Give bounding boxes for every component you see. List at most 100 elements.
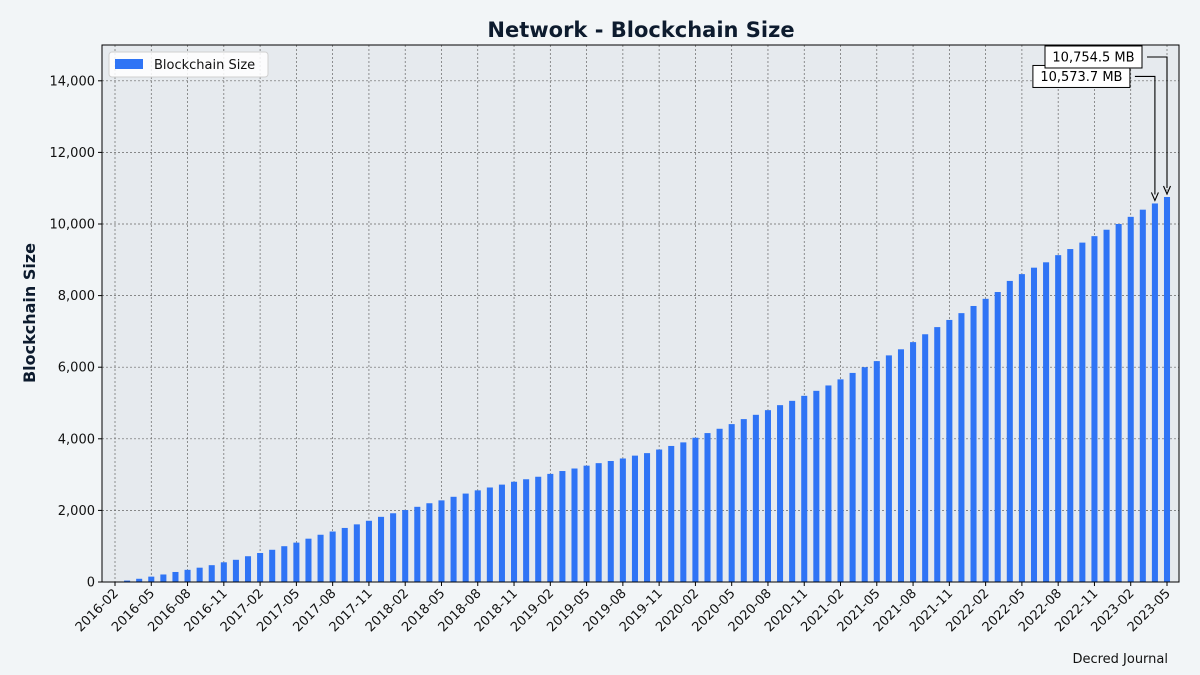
bar bbox=[511, 481, 518, 582]
bar bbox=[789, 400, 796, 582]
bar bbox=[281, 546, 288, 582]
bar bbox=[946, 319, 953, 582]
bar bbox=[897, 349, 904, 582]
bar bbox=[668, 445, 675, 582]
bar bbox=[885, 355, 892, 582]
bar bbox=[571, 468, 578, 582]
bar bbox=[849, 372, 856, 582]
bar bbox=[353, 524, 360, 582]
plot-frame bbox=[101, 44, 1180, 583]
bar bbox=[450, 496, 457, 582]
annotation-arrowhead bbox=[1162, 185, 1172, 196]
bar bbox=[752, 414, 759, 582]
bar bbox=[813, 390, 820, 582]
bar bbox=[982, 298, 989, 582]
y-tick-label: 4,000 bbox=[58, 432, 95, 447]
y-tick-label: 12,000 bbox=[50, 146, 96, 161]
bar bbox=[148, 576, 155, 582]
bar bbox=[1079, 242, 1086, 582]
bar bbox=[184, 569, 191, 582]
bar bbox=[801, 395, 808, 582]
y-tick-label: 14,000 bbox=[50, 74, 96, 89]
bar bbox=[692, 437, 699, 582]
bar bbox=[438, 500, 445, 582]
bar bbox=[619, 458, 626, 582]
bar bbox=[1151, 203, 1158, 582]
bar bbox=[329, 531, 336, 582]
bar bbox=[196, 567, 203, 582]
y-tick-label: 10,000 bbox=[50, 218, 96, 233]
bar bbox=[365, 520, 372, 582]
bar bbox=[631, 455, 638, 582]
bar bbox=[257, 553, 264, 582]
bar bbox=[390, 513, 397, 582]
annotation-arrow bbox=[1147, 56, 1168, 188]
bar bbox=[172, 571, 179, 582]
bar bbox=[414, 506, 421, 582]
bar bbox=[1115, 224, 1122, 582]
bar bbox=[1055, 255, 1062, 582]
bar bbox=[740, 419, 747, 582]
bar bbox=[269, 549, 276, 582]
bar bbox=[293, 542, 300, 582]
annotation-label: 10,754.5 MB bbox=[1052, 50, 1134, 65]
bar bbox=[1091, 236, 1098, 582]
bar bbox=[1006, 280, 1013, 582]
bar bbox=[922, 334, 929, 582]
bar bbox=[305, 538, 312, 582]
bar bbox=[934, 327, 941, 582]
bar bbox=[595, 463, 602, 582]
bar bbox=[861, 367, 868, 582]
bar bbox=[994, 292, 1001, 582]
bar bbox=[1043, 262, 1050, 582]
bar bbox=[777, 405, 784, 582]
annotation-label: 10,573.7 MB bbox=[1040, 70, 1122, 85]
annotation-arrow bbox=[1134, 75, 1156, 195]
bar bbox=[1127, 216, 1134, 582]
legend-label: Blockchain Size bbox=[154, 58, 255, 73]
bar bbox=[764, 410, 771, 582]
bar bbox=[1030, 267, 1038, 582]
bar bbox=[232, 559, 239, 582]
bar bbox=[1018, 274, 1025, 582]
bar bbox=[1103, 229, 1110, 582]
y-tick-label: 6,000 bbox=[58, 361, 95, 376]
bar bbox=[486, 487, 493, 582]
bar bbox=[704, 433, 711, 582]
y-axis-label: Blockchain Size bbox=[20, 243, 39, 383]
bar bbox=[498, 484, 505, 582]
bar bbox=[656, 449, 663, 582]
bar bbox=[559, 471, 566, 582]
bar bbox=[220, 562, 227, 582]
bar bbox=[341, 527, 348, 582]
source-label: Decred Journal bbox=[1072, 652, 1168, 667]
bar bbox=[462, 493, 469, 582]
bar bbox=[644, 453, 651, 582]
legend-box bbox=[108, 51, 269, 78]
legend-swatch bbox=[115, 59, 143, 69]
bar bbox=[535, 476, 542, 582]
bar bbox=[607, 460, 614, 582]
bar bbox=[317, 534, 324, 582]
annotation-box bbox=[1044, 45, 1143, 69]
bar bbox=[958, 313, 965, 582]
y-tick-label: 2,000 bbox=[58, 504, 95, 519]
bar bbox=[1163, 196, 1171, 583]
bar bbox=[910, 342, 917, 582]
bar bbox=[426, 503, 433, 582]
bar bbox=[583, 465, 590, 582]
bar bbox=[136, 578, 143, 582]
bar bbox=[716, 428, 723, 582]
bar bbox=[244, 556, 252, 582]
bar bbox=[825, 385, 832, 582]
bar bbox=[547, 473, 554, 582]
chart-title: Network - Blockchain Size bbox=[487, 18, 794, 42]
y-tick-label: 8,000 bbox=[58, 289, 95, 304]
bar bbox=[728, 424, 735, 582]
plot-area bbox=[102, 45, 1179, 582]
bar bbox=[208, 565, 215, 582]
bar bbox=[1067, 249, 1074, 582]
bar bbox=[837, 379, 844, 582]
